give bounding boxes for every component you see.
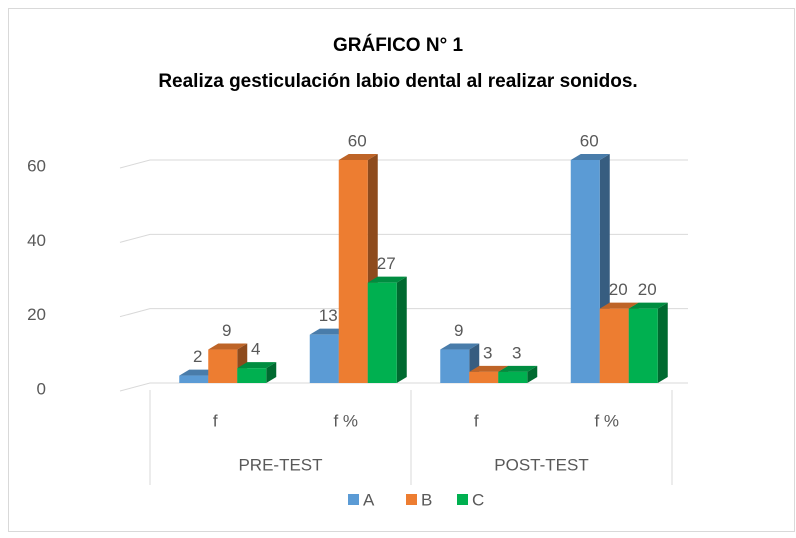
bar-front (469, 371, 499, 383)
bar (498, 365, 538, 383)
bar-side (396, 276, 407, 383)
data-label: 9 (222, 321, 231, 340)
bar-front (309, 334, 339, 383)
bar-front (179, 375, 209, 383)
bar-top (599, 302, 639, 309)
legend-label: B (421, 490, 432, 509)
bar-top (208, 343, 248, 350)
bar-side (266, 362, 277, 383)
bar-front (338, 160, 368, 383)
bar-top (628, 302, 668, 309)
grid-line (119, 308, 688, 318)
legend-label: A (363, 490, 375, 509)
bar (338, 154, 378, 383)
bar (628, 302, 668, 383)
data-label: 20 (638, 280, 657, 299)
legend-label: C (472, 490, 484, 509)
bar-side (657, 302, 668, 383)
group-label: PRE-TEST (238, 455, 322, 474)
data-label: 4 (251, 340, 260, 359)
legend-swatch (406, 494, 417, 505)
group-label: POST-TEST (494, 455, 588, 474)
data-label: 60 (348, 131, 367, 150)
x-tick-label: f (474, 411, 479, 430)
bar-top (570, 154, 610, 160)
bar-front (440, 349, 470, 383)
bar-front (498, 371, 528, 383)
bar-front (599, 308, 629, 383)
data-label: 27 (377, 254, 396, 273)
data-label: 3 (483, 343, 492, 362)
legend-swatch (348, 494, 359, 505)
y-tick-label: 40 (27, 231, 46, 250)
bar-top (338, 154, 378, 160)
bar-front (570, 160, 600, 383)
data-label: 2 (193, 347, 202, 366)
bar-front (237, 368, 267, 383)
bar-top (367, 276, 407, 283)
grid-line (119, 159, 688, 169)
chart-title: GRÁFICO N° 1 (333, 34, 463, 56)
bar (237, 362, 277, 383)
y-tick-label: 20 (27, 305, 46, 324)
x-tick-label: f (213, 411, 218, 430)
bar-top (440, 343, 480, 350)
grid-line (119, 233, 688, 243)
y-tick-label: 60 (27, 156, 46, 175)
bar-front (628, 308, 658, 383)
legend-swatch (457, 494, 468, 505)
bar-front (367, 282, 397, 383)
bar-top (469, 365, 509, 372)
data-label: 9 (454, 321, 463, 340)
y-tick-label: 0 (37, 379, 46, 398)
data-label: 3 (512, 343, 521, 362)
x-tick-label: f % (333, 411, 358, 430)
data-label: 60 (580, 131, 599, 150)
bar-side (527, 365, 538, 383)
chart-border (8, 8, 795, 532)
data-label: 13 (319, 306, 338, 325)
data-label: 20 (609, 280, 628, 299)
bar-top (237, 362, 277, 369)
bar (367, 276, 407, 383)
chart-subtitle: Realiza gesticulación labio dental al re… (158, 71, 637, 92)
bar-front (208, 349, 238, 383)
bar-top (498, 365, 538, 372)
x-tick-label: f % (594, 411, 619, 430)
